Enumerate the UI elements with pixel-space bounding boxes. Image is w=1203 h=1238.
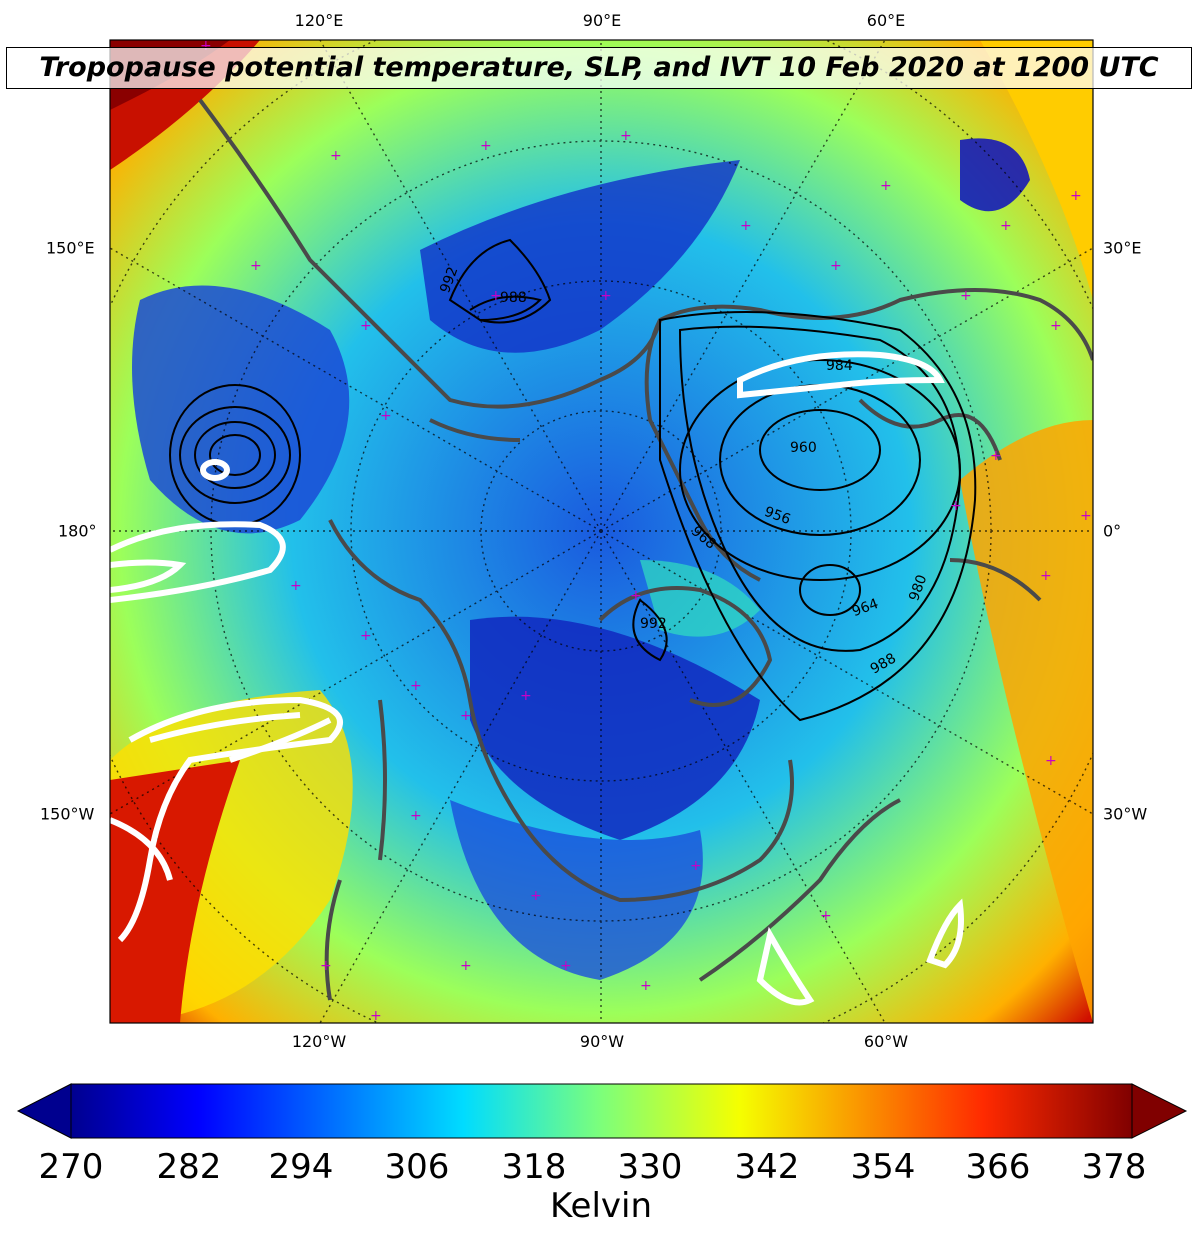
slp-contours	[169, 238, 977, 722]
colorbar-tick: 378	[1081, 1147, 1147, 1187]
svg-text:+: +	[560, 958, 572, 974]
svg-text:+: +	[1045, 753, 1057, 769]
svg-text:+: +	[290, 578, 302, 594]
colorbar-tick: 294	[268, 1147, 334, 1187]
colorbar-tick: 318	[501, 1147, 567, 1187]
svg-text:+: +	[410, 678, 422, 694]
colorbar-tick: 342	[734, 1147, 800, 1187]
svg-text:+: +	[360, 628, 372, 644]
lon-label-top: 90°E	[582, 11, 622, 30]
colorbar-tick: 330	[617, 1147, 683, 1187]
slp-label: 960	[790, 440, 817, 456]
colorbar-tick: 270	[38, 1147, 104, 1187]
field-hot-southwest	[110, 760, 240, 1023]
lon-label-bottom: 60°W	[863, 1032, 909, 1051]
colorbar-tick: 306	[384, 1147, 450, 1187]
map-panel: + + + + + + + + + + + + + + + + + + + + + + + + + + +…	[110, 40, 1093, 1024]
svg-text:+: +	[1050, 318, 1062, 334]
station-markers: + + + + + + + + + + + + + + + + + + + + + + + + + + +…	[200, 40, 1092, 1024]
slp-label: 984	[826, 358, 853, 374]
colorbar-min-extend	[16, 1083, 72, 1139]
svg-text:+: +	[320, 958, 332, 974]
svg-text:+: +	[460, 708, 472, 724]
svg-text:+: +	[640, 978, 652, 994]
lat-label-right: 30°W	[1103, 804, 1148, 824]
lat-label-left: 150°W	[40, 804, 95, 824]
svg-text:+: +	[1000, 218, 1012, 234]
colorbar-max-extend	[1131, 1083, 1188, 1139]
colorbar-tick: 354	[850, 1147, 916, 1187]
svg-text:+: +	[600, 288, 612, 304]
svg-text:+: +	[1070, 188, 1082, 204]
svg-text:+: +	[460, 958, 472, 974]
lon-label-bottom: 90°W	[579, 1032, 625, 1051]
colorbar-tick: 366	[965, 1147, 1031, 1187]
svg-text:+: +	[690, 858, 702, 874]
ivt-contours	[110, 351, 964, 1006]
slp-label: 992	[640, 616, 667, 632]
svg-text:+: +	[530, 888, 542, 904]
svg-text:+: +	[620, 128, 632, 144]
colorbar-frame	[70, 1083, 1133, 1139]
colorbar-tick: 282	[156, 1147, 222, 1187]
svg-text:+: +	[330, 148, 342, 164]
svg-text:+: +	[740, 218, 752, 234]
field-warm-northeast	[980, 40, 1093, 300]
lat-label-left: 150°E	[46, 238, 95, 258]
svg-text:+: +	[950, 498, 962, 514]
field-cold-pacific	[132, 285, 350, 534]
map-title: Tropopause potential temperature, SLP, a…	[39, 52, 1159, 83]
colorbar-label: Kelvin	[549, 1186, 653, 1226]
svg-text:+: +	[490, 288, 502, 304]
svg-text:+: +	[830, 258, 842, 274]
lon-label-top: 60°E	[866, 11, 906, 30]
svg-text:+: +	[1080, 508, 1092, 524]
svg-text:+: +	[990, 448, 1002, 464]
field-cold-siberia	[420, 160, 740, 353]
svg-text:+: +	[250, 258, 262, 274]
svg-text:+: +	[1040, 568, 1052, 584]
lat-label-right: 0°	[1103, 521, 1122, 541]
svg-text:+: +	[520, 688, 532, 704]
map-frame	[109, 39, 1094, 1024]
lon-label-bottom: 120°W	[291, 1032, 347, 1051]
svg-text:+: +	[820, 908, 832, 924]
graticule	[110, 40, 1093, 1023]
svg-text:+: +	[360, 318, 372, 334]
lat-label-left: 180°	[58, 521, 97, 541]
svg-text:+: +	[630, 588, 642, 604]
lon-label-top: 120°E	[294, 11, 344, 30]
field-warm-east	[960, 420, 1093, 1023]
svg-text:+: +	[380, 408, 392, 424]
svg-text:+: +	[480, 138, 492, 154]
colorbar-body	[71, 1084, 1132, 1138]
slp-label: 988	[500, 290, 527, 306]
map-title-box: Tropopause potential temperature, SLP, a…	[6, 47, 1192, 89]
svg-text:+: +	[370, 1008, 382, 1024]
lat-label-right: 30°E	[1103, 238, 1142, 258]
svg-text:+: +	[960, 288, 972, 304]
svg-text:+: +	[880, 178, 892, 194]
coastlines	[198, 98, 1093, 1001]
svg-text:+: +	[410, 808, 422, 824]
field-cold-canada	[470, 616, 760, 840]
